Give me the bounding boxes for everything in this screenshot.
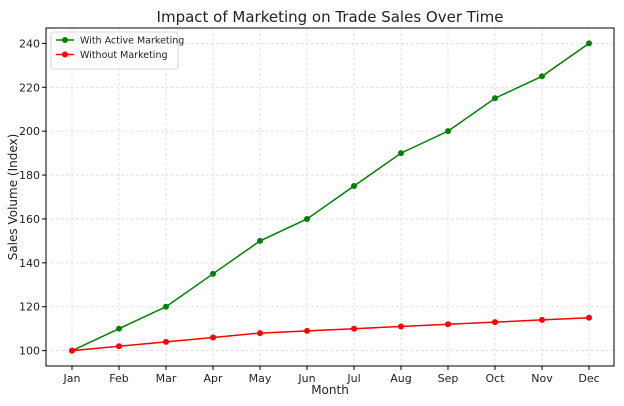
series-1-point [257, 237, 263, 244]
y-tick-label: 240 [19, 37, 40, 50]
series-1-point [539, 73, 545, 80]
x-tick-label: Dec [578, 372, 599, 385]
x-tick-label: Nov [531, 372, 553, 385]
legend-swatch-marker [62, 37, 68, 43]
series-2-point [445, 321, 451, 328]
ticks: Jan Feb Mar Apr May Jun Jul Aug Sep Oct Nov Dec 100 1… [19, 37, 600, 385]
series-2-point [586, 314, 592, 321]
y-tick-label: 160 [19, 213, 40, 226]
x-axis-label: Month [311, 383, 349, 397]
legend-swatch-marker [62, 51, 68, 58]
series-1-point [445, 128, 451, 135]
legend-label: Without Marketing [80, 50, 168, 61]
series-2-point [116, 343, 122, 350]
series-2-point [398, 323, 404, 330]
y-axis-label: Sales Volume (Index) [6, 134, 20, 261]
series-line-2 [71, 316, 590, 352]
series-2-point [163, 338, 169, 345]
plot-frame [45, 27, 615, 367]
legend-box [50, 31, 179, 70]
x-tick-label: Oct [485, 372, 505, 385]
chart-title: Impact of Marketing on Trade Sales Over … [157, 8, 504, 26]
series-line-1 [71, 42, 590, 352]
x-tick-label: Sep [438, 372, 459, 385]
y-tick-label: 140 [19, 257, 40, 270]
series-2-point [304, 327, 310, 334]
series-1-point [210, 270, 216, 277]
series-2-point [69, 347, 75, 354]
y-tick-label: 100 [19, 345, 40, 358]
series-1-point [351, 183, 357, 190]
y-tick-label: 180 [19, 169, 40, 182]
x-tick-label: Jun [297, 372, 315, 385]
series-2-point [210, 334, 216, 341]
x-tick-label: Apr [203, 372, 223, 385]
series-2-point [492, 319, 498, 326]
x-tick-label: Jul [346, 372, 360, 385]
series-2-point [257, 330, 263, 337]
series-1-point [163, 303, 169, 310]
series-layer [69, 40, 592, 354]
series-2-point [351, 325, 357, 332]
y-tick-label: 120 [19, 301, 40, 314]
grid [46, 28, 614, 366]
y-tick-label: 200 [19, 125, 40, 138]
series-1-point [586, 40, 592, 47]
x-tick-label: May [249, 372, 272, 385]
x-tick-label: Jan [63, 372, 81, 385]
series-1-point [116, 325, 122, 332]
x-tick-label: Feb [109, 372, 128, 385]
series-1-point [304, 215, 310, 222]
series-1-point [492, 95, 498, 102]
series-1-point [398, 150, 404, 157]
x-tick-label: Mar [156, 372, 177, 385]
y-tick-label: 220 [19, 81, 40, 94]
legend-label: With Active Marketing [80, 36, 184, 47]
series-2-point [539, 316, 545, 323]
x-tick-label: Aug [390, 372, 411, 385]
legend: With Active Marketing Without Marketing [50, 31, 184, 70]
